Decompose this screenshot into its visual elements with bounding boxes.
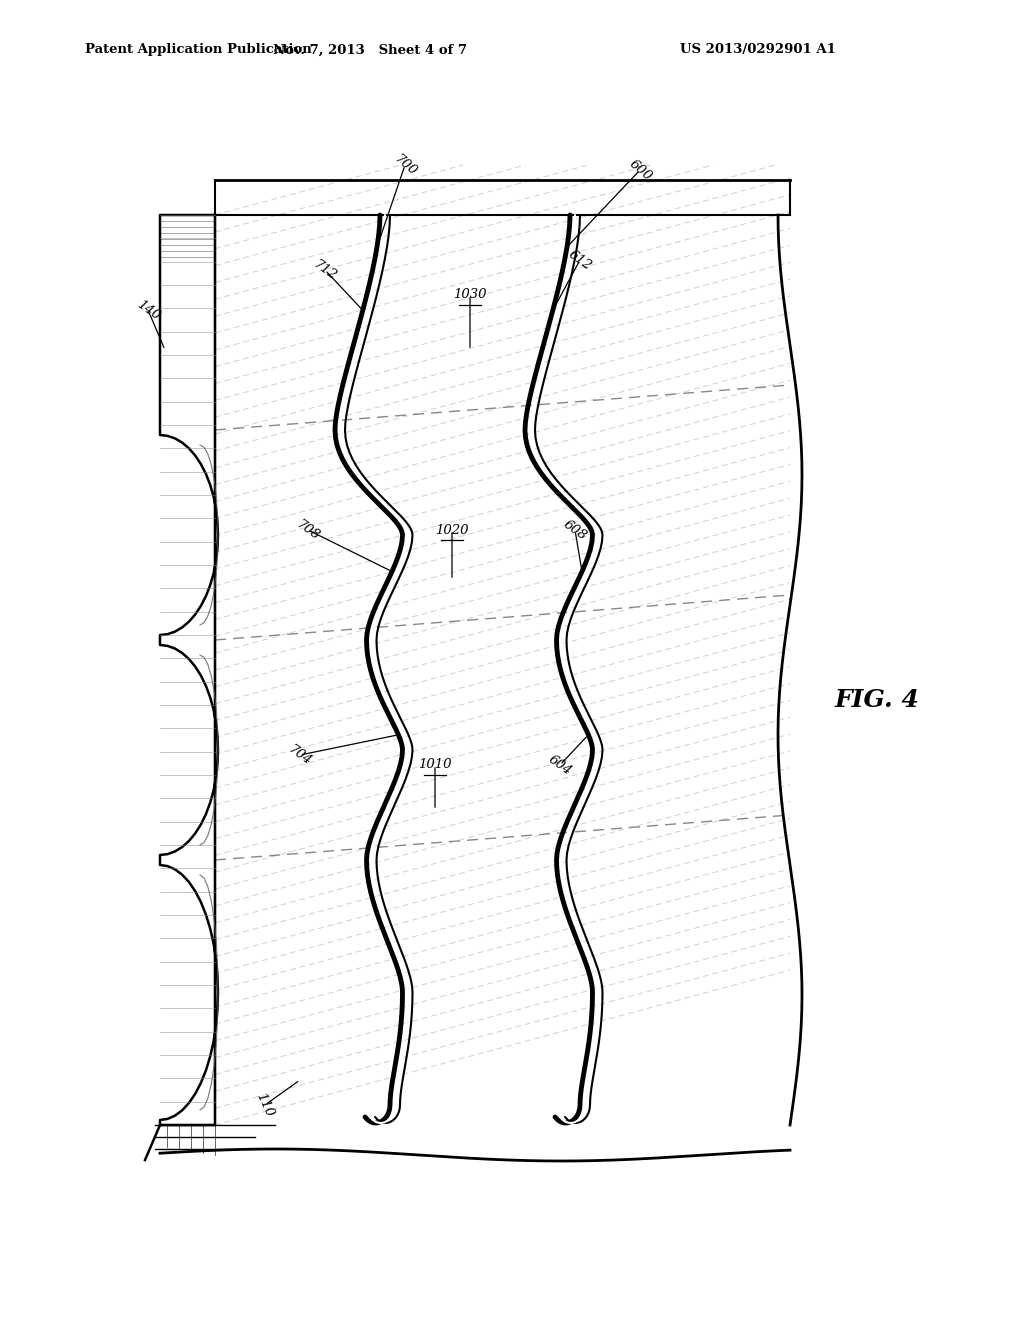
Text: 612: 612 — [566, 247, 594, 272]
Text: 604: 604 — [546, 752, 574, 777]
Text: US 2013/0292901 A1: US 2013/0292901 A1 — [680, 44, 836, 57]
Text: FIG. 4: FIG. 4 — [835, 688, 920, 711]
Text: Nov. 7, 2013   Sheet 4 of 7: Nov. 7, 2013 Sheet 4 of 7 — [273, 44, 467, 57]
Text: 110: 110 — [254, 1090, 276, 1119]
Text: 600: 600 — [627, 157, 653, 183]
Text: 608: 608 — [561, 517, 589, 543]
Text: 704: 704 — [286, 742, 314, 767]
Text: 1010: 1010 — [418, 759, 452, 771]
Text: 140: 140 — [134, 297, 162, 322]
Text: 712: 712 — [311, 257, 339, 282]
Text: 1020: 1020 — [435, 524, 469, 536]
Text: 708: 708 — [294, 517, 322, 543]
Text: Patent Application Publication: Patent Application Publication — [85, 44, 311, 57]
Text: 700: 700 — [391, 152, 419, 178]
Polygon shape — [160, 215, 218, 1125]
Text: 1030: 1030 — [454, 289, 486, 301]
